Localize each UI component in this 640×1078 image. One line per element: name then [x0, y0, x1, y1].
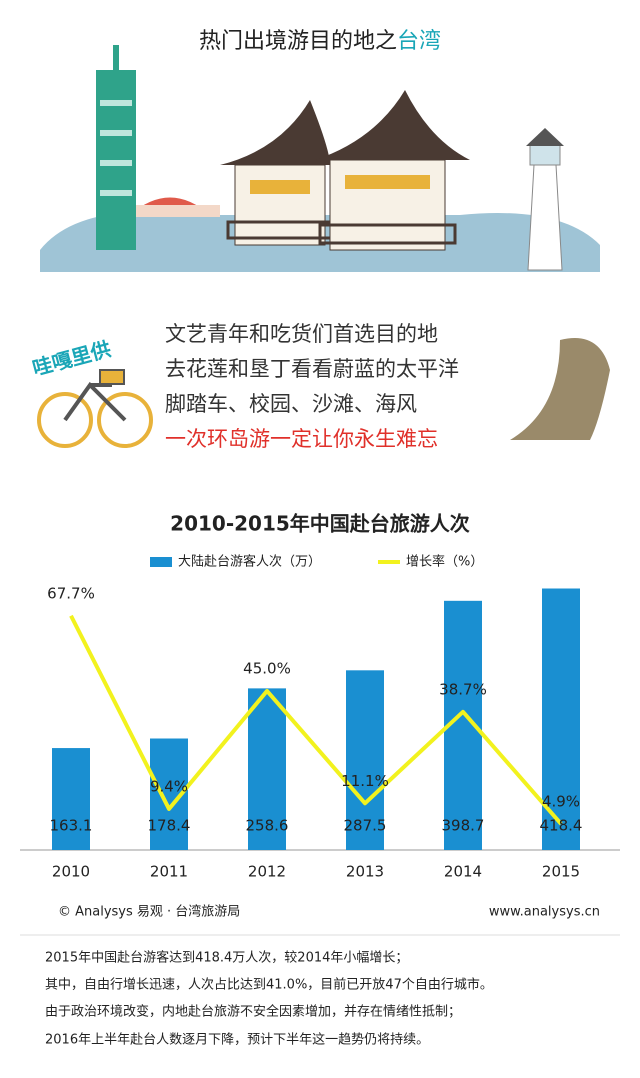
bar-value-label: 398.7	[442, 817, 485, 835]
intro-line: 一次环岛游一定让你永生难忘	[165, 427, 438, 451]
bar-value-label: 287.5	[344, 817, 387, 835]
note: 由于政治环境改变，内地赴台旅游不安全因素增加，并存在情绪性抵制；	[45, 1004, 461, 1020]
legend-swatch	[150, 557, 172, 567]
chart-title: 2010-2015年中国赴台旅游人次	[170, 512, 470, 536]
title-part: 热门出境游目的地之	[199, 29, 397, 54]
bar	[52, 748, 90, 850]
note: 2015年中国赴台游客达到418.4万人次，较2014年小幅增长；	[45, 950, 408, 966]
intro-line: 去花莲和垦丁看看蔚蓝的太平洋	[165, 357, 459, 381]
line-value-label: 45.0%	[243, 659, 291, 677]
line-value-label: 4.9%	[542, 792, 580, 810]
bicycle	[37, 369, 153, 448]
bar-value-label: 258.6	[246, 817, 289, 835]
x-tick-label: 2011	[150, 863, 188, 881]
illustration	[40, 45, 600, 272]
line-value-label: 9.4%	[150, 777, 188, 795]
growth-line	[69, 614, 563, 826]
bar	[346, 670, 384, 850]
intro-line: 文艺青年和吃货们首选目的地	[165, 322, 438, 346]
source-left: © Analysys 易观 · 台湾旅游局	[58, 904, 240, 920]
line-value-label: 38.7%	[439, 680, 487, 698]
legend-label: 大陆赴台游客人次（万）	[178, 554, 321, 570]
intro-line: 脚踏车、校园、沙滩、海风	[165, 392, 417, 416]
chart: 大陆赴台游客人次（万） 增长率（%） 163.1 178.4 258.6 287.5 398…	[20, 554, 620, 881]
bar-value-label: 178.4	[148, 817, 191, 835]
bar-value-label: 163.1	[50, 817, 93, 835]
x-tick-label: 2012	[248, 863, 286, 881]
bar	[248, 688, 286, 850]
note: 2016年上半年赴台人数逐月下降，预计下半年这一趋势仍将持续。	[45, 1032, 429, 1048]
page-title: 热门出境游目的地之台湾	[199, 29, 441, 54]
title-highlight: 台湾	[397, 29, 441, 54]
line-value-label: 67.7%	[47, 584, 95, 602]
x-tick-label: 2014	[444, 863, 482, 881]
bar-value-label: 418.4	[540, 817, 583, 835]
note: 其中，自由行增长迅速，人次占比达到41.0%，目前已开放47个自由行城市。	[45, 977, 493, 993]
x-tick-label: 2013	[346, 863, 384, 881]
x-tick-label: 2015	[542, 863, 580, 881]
legend-label: 增长率（%）	[406, 554, 483, 570]
x-tick-label: 2010	[52, 863, 90, 881]
line-value-label: 11.1%	[341, 772, 389, 790]
source-right: www.analysys.cn	[489, 905, 600, 920]
rock	[510, 338, 610, 440]
